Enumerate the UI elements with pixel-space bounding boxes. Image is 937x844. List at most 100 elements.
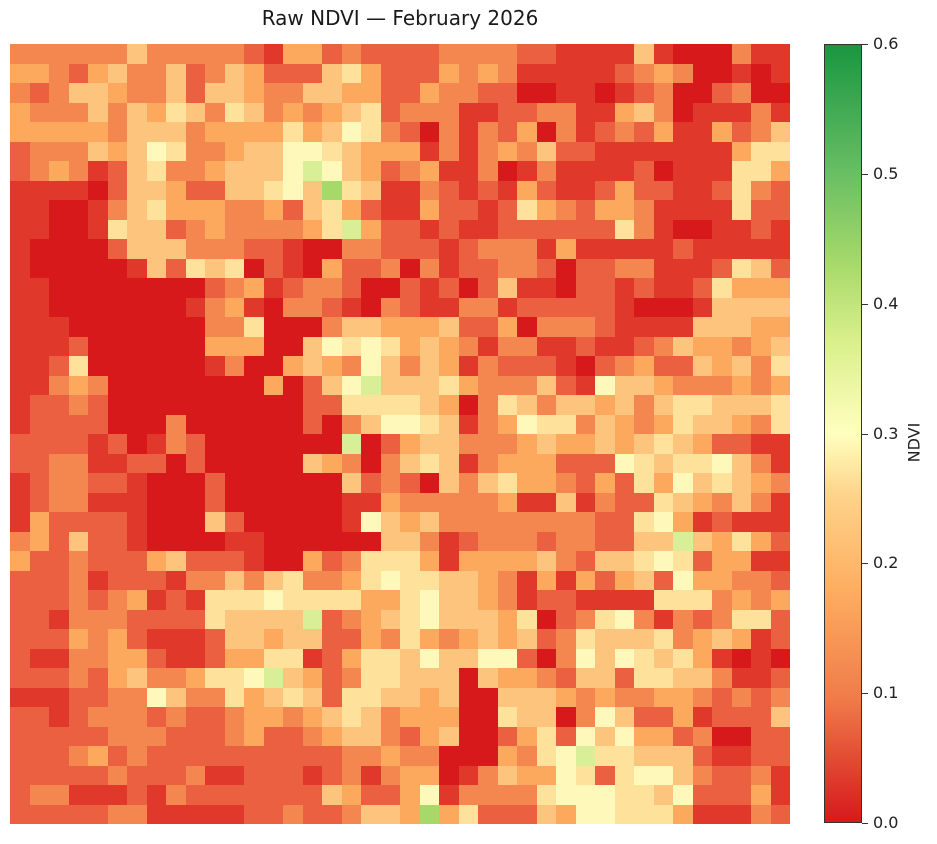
- heatmap-cell: [575, 122, 595, 142]
- heatmap-cell: [263, 648, 283, 668]
- heatmap-cell: [29, 63, 49, 83]
- heatmap-cell: [29, 83, 49, 103]
- heatmap-cell: [29, 765, 49, 785]
- heatmap-cell: [595, 161, 615, 181]
- heatmap-cell: [595, 765, 615, 785]
- heatmap-cell: [595, 239, 615, 259]
- heatmap-cell: [497, 668, 517, 688]
- heatmap-cell: [146, 336, 166, 356]
- heatmap-cell: [263, 492, 283, 512]
- heatmap-cell: [263, 122, 283, 142]
- heatmap-cell: [341, 668, 361, 688]
- heatmap-cell: [341, 746, 361, 766]
- heatmap-cell: [439, 356, 459, 376]
- heatmap-cell: [673, 336, 693, 356]
- heatmap-cell: [634, 765, 654, 785]
- heatmap-cell: [127, 629, 147, 649]
- heatmap-cell: [185, 512, 205, 532]
- heatmap-cell: [341, 219, 361, 239]
- heatmap-cell: [322, 668, 342, 688]
- heatmap-cell: [205, 551, 225, 571]
- heatmap-cell: [575, 336, 595, 356]
- heatmap-cell: [478, 141, 498, 161]
- heatmap-cell: [361, 44, 381, 64]
- heatmap-cell: [634, 726, 654, 746]
- heatmap-cell: [400, 336, 420, 356]
- heatmap-cell: [224, 746, 244, 766]
- heatmap-cell: [224, 375, 244, 395]
- heatmap-cell: [146, 141, 166, 161]
- heatmap-cell: [653, 63, 673, 83]
- heatmap-cell: [185, 161, 205, 181]
- heatmap-cell: [263, 531, 283, 551]
- heatmap-cell: [68, 83, 88, 103]
- heatmap-cell: [107, 122, 127, 142]
- heatmap-cell: [244, 687, 264, 707]
- heatmap-cell: [536, 375, 556, 395]
- heatmap-cell: [224, 707, 244, 727]
- heatmap-cell: [224, 765, 244, 785]
- heatmap-cell: [439, 161, 459, 181]
- heatmap-cell: [536, 668, 556, 688]
- heatmap-cell: [185, 531, 205, 551]
- heatmap-cell: [341, 590, 361, 610]
- heatmap-cell: [68, 453, 88, 473]
- heatmap-cell: [575, 414, 595, 434]
- heatmap-cell: [692, 278, 712, 298]
- heatmap-cell: [614, 434, 634, 454]
- heatmap-cell: [731, 746, 751, 766]
- heatmap-cell: [10, 551, 30, 571]
- heatmap-cell: [692, 531, 712, 551]
- heatmap-cell: [770, 434, 790, 454]
- heatmap-cell: [536, 83, 556, 103]
- heatmap-cell: [751, 551, 771, 571]
- heatmap-cell: [283, 375, 303, 395]
- heatmap-cell: [770, 317, 790, 337]
- heatmap-cell: [68, 278, 88, 298]
- heatmap-cell: [634, 375, 654, 395]
- heatmap-cell: [751, 336, 771, 356]
- heatmap-cell: [68, 590, 88, 610]
- heatmap-cell: [263, 317, 283, 337]
- heatmap-cell: [361, 668, 381, 688]
- heatmap-cell: [68, 297, 88, 317]
- heatmap-cell: [419, 785, 439, 805]
- heatmap-cell: [731, 336, 751, 356]
- heatmap-cell: [205, 102, 225, 122]
- heatmap-cell: [29, 180, 49, 200]
- heatmap-cell: [49, 785, 69, 805]
- heatmap-cell: [692, 707, 712, 727]
- heatmap-cell: [439, 531, 459, 551]
- heatmap-cell: [205, 317, 225, 337]
- heatmap-cell: [497, 219, 517, 239]
- heatmap-cell: [419, 219, 439, 239]
- heatmap-cell: [380, 746, 400, 766]
- heatmap-cell: [692, 44, 712, 64]
- heatmap-cell: [770, 473, 790, 493]
- heatmap-cell: [712, 102, 732, 122]
- heatmap-cell: [166, 473, 186, 493]
- heatmap-cell: [283, 492, 303, 512]
- heatmap-cell: [263, 102, 283, 122]
- heatmap-cell: [556, 258, 576, 278]
- heatmap-cell: [478, 258, 498, 278]
- heatmap-cell: [88, 453, 108, 473]
- heatmap-cell: [536, 258, 556, 278]
- heatmap-cell: [107, 648, 127, 668]
- heatmap-cell: [205, 161, 225, 181]
- heatmap-cell: [166, 492, 186, 512]
- heatmap-cell: [244, 239, 264, 259]
- heatmap-cell: [10, 765, 30, 785]
- heatmap-cell: [751, 629, 771, 649]
- heatmap-cell: [497, 200, 517, 220]
- heatmap-cell: [653, 453, 673, 473]
- heatmap-cell: [634, 141, 654, 161]
- heatmap-cell: [380, 629, 400, 649]
- heatmap-cell: [380, 570, 400, 590]
- heatmap-cell: [244, 473, 264, 493]
- heatmap-cell: [751, 668, 771, 688]
- heatmap-cell: [731, 726, 751, 746]
- heatmap-cell: [224, 44, 244, 64]
- heatmap-cell: [731, 395, 751, 415]
- heatmap-cell: [478, 395, 498, 415]
